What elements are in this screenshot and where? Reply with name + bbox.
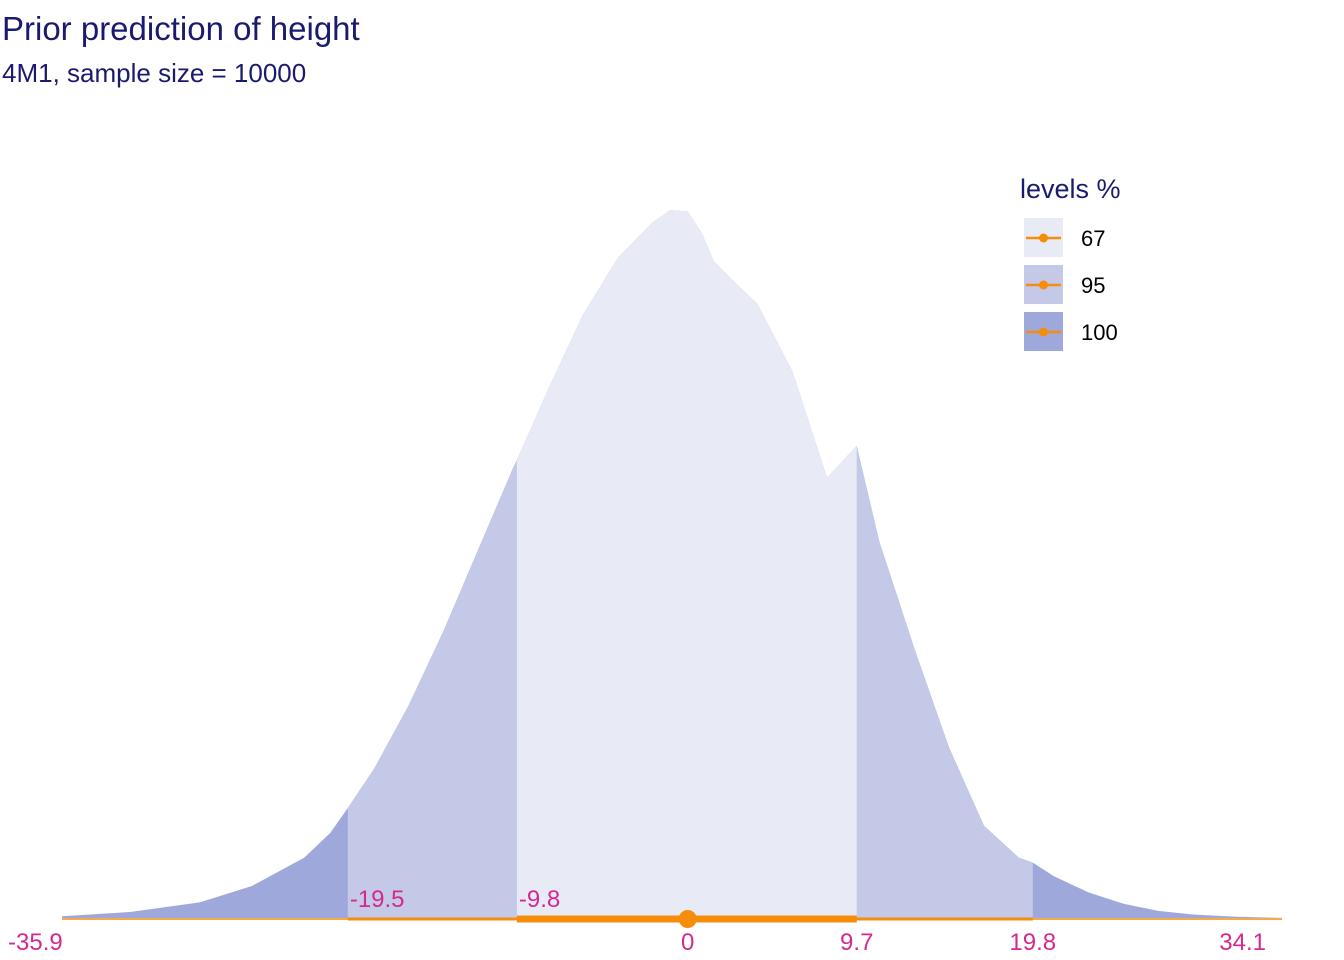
legend-point — [1039, 280, 1048, 290]
legend-point — [1039, 233, 1048, 243]
legend-label: 100 — [1081, 320, 1118, 345]
density-area-67 — [516, 210, 857, 919]
interval-lines — [62, 910, 1282, 928]
tick-labels: -35.9 0 9.7 19.8 34.1 -19.5 -9.8 — [8, 886, 1266, 956]
x-tick-label: 19.8 — [1009, 929, 1056, 956]
legend: levels % 67 95 100 — [1020, 174, 1121, 351]
interval-bound-label: -9.8 — [519, 886, 560, 913]
legend-title: levels % — [1020, 174, 1121, 204]
median-point — [678, 910, 697, 928]
legend-point — [1039, 327, 1048, 337]
interval-bound-label: -19.5 — [350, 886, 405, 913]
legend-item-100: 100 — [1024, 312, 1118, 351]
legend-item-67: 67 — [1024, 218, 1105, 257]
x-tick-label: -35.9 — [8, 929, 63, 956]
legend-item-95: 95 — [1024, 265, 1105, 304]
legend-label: 95 — [1081, 273, 1105, 298]
legend-label: 67 — [1081, 226, 1105, 251]
chart-subtitle: 4M1, sample size = 10000 — [2, 58, 307, 88]
x-tick-label: 0 — [681, 929, 694, 956]
chart-title: Prior prediction of height — [2, 10, 360, 47]
x-tick-label: 9.7 — [840, 929, 873, 956]
density-areas — [62, 210, 1282, 919]
x-tick-label: 34.1 — [1219, 929, 1266, 956]
